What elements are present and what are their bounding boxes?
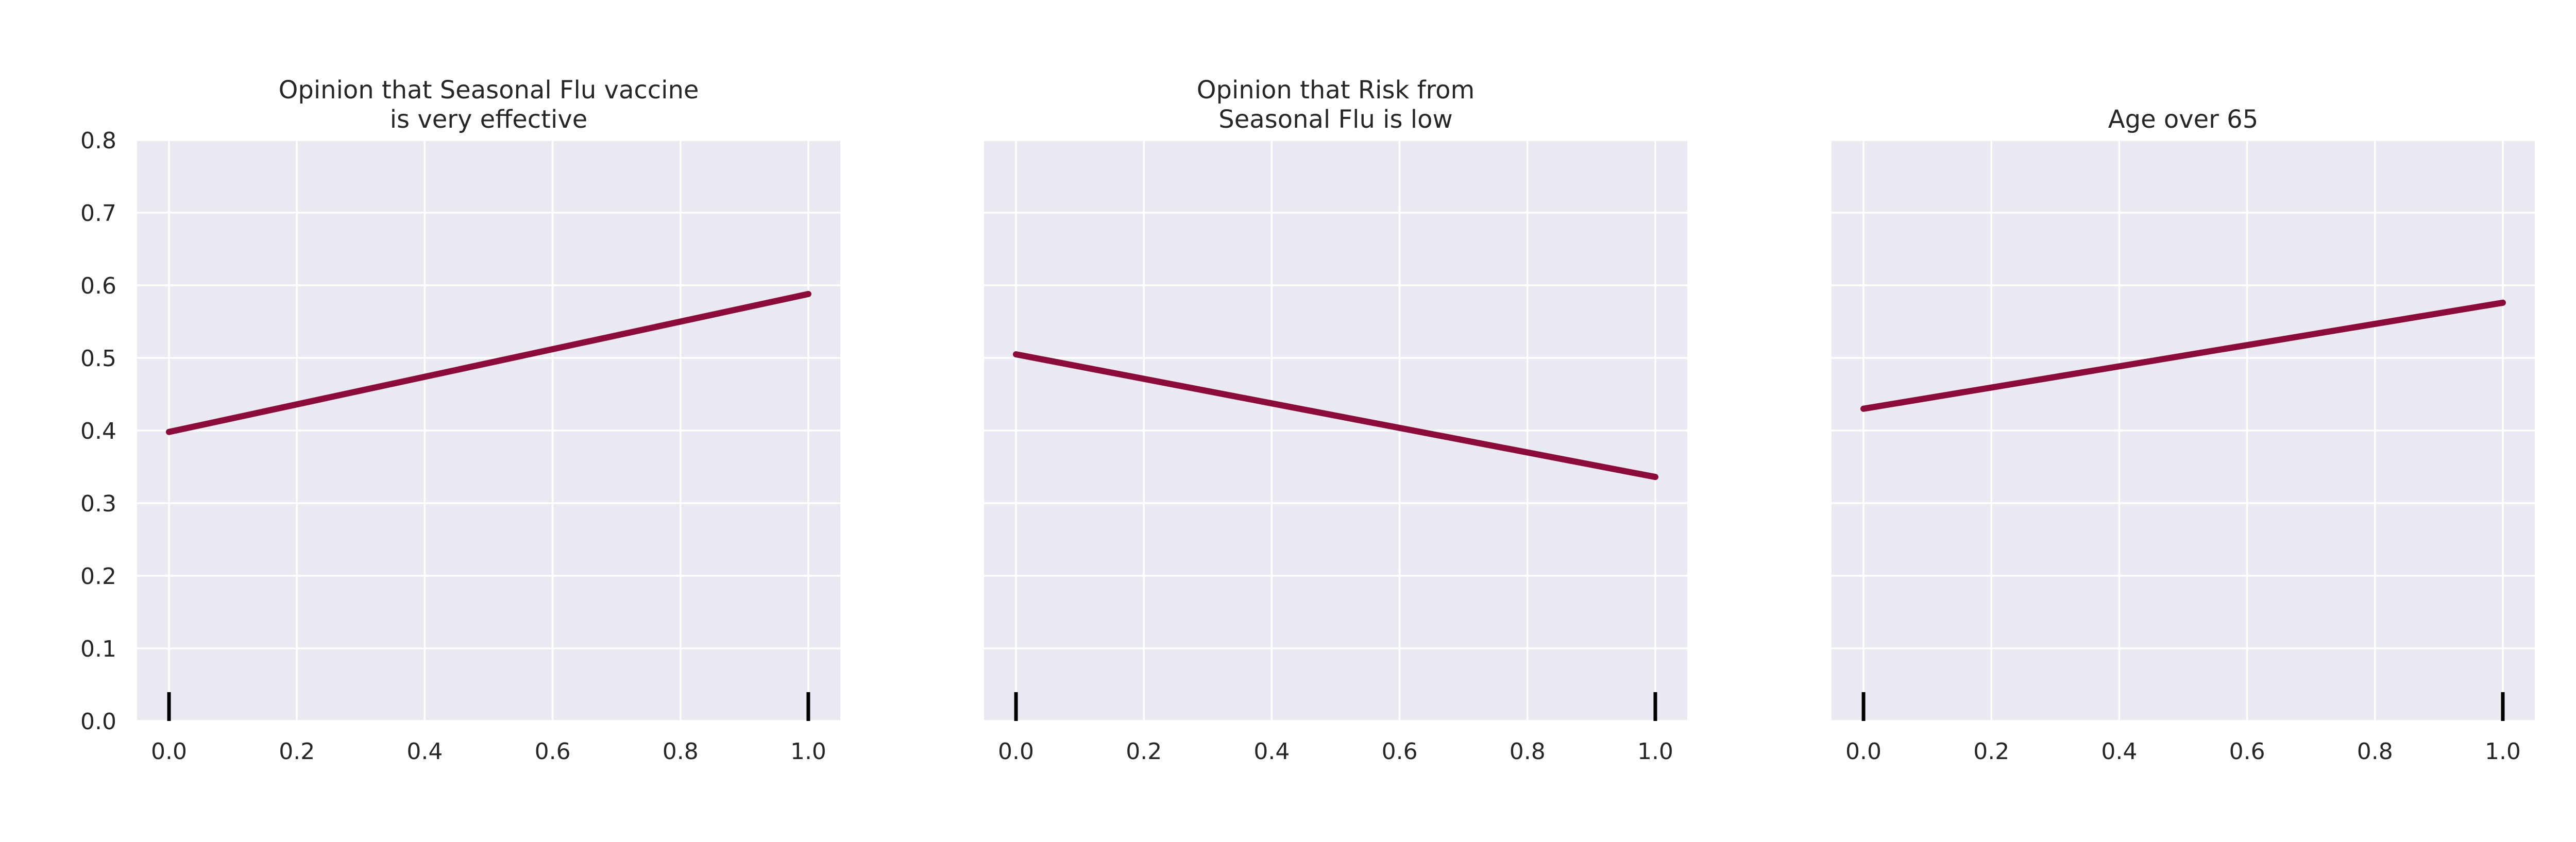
x-tick-label: 0.6 bbox=[2229, 738, 2265, 765]
x-tick-label: 0.2 bbox=[279, 738, 315, 765]
y-tick-label: 0.3 bbox=[80, 491, 116, 517]
y-tick-label: 0.4 bbox=[80, 418, 116, 444]
y-tick-label: 0.2 bbox=[80, 563, 116, 590]
x-tick-label: 0.4 bbox=[2101, 738, 2137, 765]
series-line-1 bbox=[166, 290, 811, 435]
x-tick-label: 0.4 bbox=[406, 738, 443, 765]
y-tick-label: 0.6 bbox=[80, 273, 116, 299]
x-tick-label: 0.2 bbox=[1973, 738, 2009, 765]
x-tick-label: 0.6 bbox=[535, 738, 571, 765]
x-tick-label: 0.8 bbox=[2357, 738, 2393, 765]
x-tick-label: 0.0 bbox=[151, 738, 187, 765]
y-tick-label: 0.5 bbox=[80, 346, 116, 372]
y-tick-label: 0.0 bbox=[80, 709, 116, 735]
chart-panel-1: 0.0 0.2 0.4 0.6 0.8 1.0 0.0 0.1 0.2 0.3 0.4 0.5 0.6 0… bbox=[80, 76, 840, 765]
chart-panel-2: 0.0 0.2 0.4 0.6 0.8 1.0 Opinion that Risk from… bbox=[984, 76, 1687, 765]
chart-title-line: Seasonal Flu is low bbox=[1218, 105, 1452, 134]
x-tick-label: 0.8 bbox=[663, 738, 699, 765]
x-tick-label: 0.6 bbox=[1382, 738, 1418, 765]
x-tick-label: 0.2 bbox=[1126, 738, 1162, 765]
y-tick-label: 0.1 bbox=[80, 636, 116, 662]
x-tick-label: 0.8 bbox=[1510, 738, 1546, 765]
chart-title-line: is very effective bbox=[390, 105, 588, 134]
y-tick-label: 0.8 bbox=[80, 128, 116, 154]
series-line-1 bbox=[1013, 351, 1658, 480]
x-tick-label: 0.4 bbox=[1253, 738, 1290, 765]
x-tick-label: 1.0 bbox=[790, 738, 826, 765]
x-tick-label: 1.0 bbox=[1637, 738, 1673, 765]
x-tick-label: 1.0 bbox=[2485, 738, 2521, 765]
x-tick-label: 0.0 bbox=[1845, 738, 1882, 765]
chart-title-line: Opinion that Risk from bbox=[1197, 76, 1475, 105]
series-line-1 bbox=[1860, 299, 2506, 412]
y-tick-label: 0.7 bbox=[80, 200, 116, 227]
chart-title-line: Opinion that Seasonal Flu vaccine bbox=[279, 76, 699, 105]
x-tick-label: 0.0 bbox=[998, 738, 1034, 765]
chart-title-line: Age over 65 bbox=[2108, 105, 2258, 134]
chart-panel-3: 0.0 0.2 0.4 0.6 0.8 1.0 Age over 65 bbox=[1832, 105, 2535, 765]
